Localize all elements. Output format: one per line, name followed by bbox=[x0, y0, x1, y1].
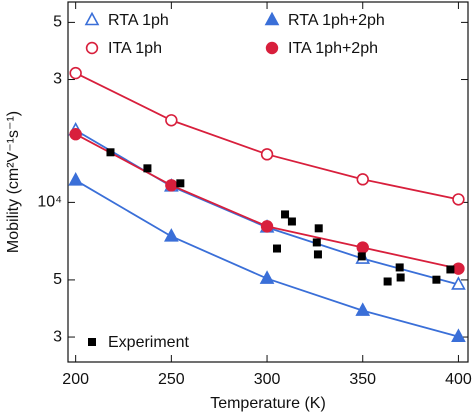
marker bbox=[272, 244, 281, 253]
marker bbox=[452, 262, 465, 275]
marker bbox=[312, 238, 321, 247]
marker bbox=[356, 241, 369, 254]
marker bbox=[432, 275, 441, 284]
marker bbox=[281, 210, 290, 219]
x-tick-label: 300 bbox=[254, 371, 281, 388]
marker bbox=[106, 148, 115, 157]
marker bbox=[451, 328, 466, 342]
series-line bbox=[75, 179, 459, 338]
marker bbox=[383, 277, 392, 286]
y-tick-label: 10⁴ bbox=[37, 194, 62, 211]
marker bbox=[260, 220, 274, 233]
marker bbox=[176, 179, 185, 188]
marker bbox=[451, 276, 466, 290]
legend-marker bbox=[88, 338, 96, 346]
marker bbox=[68, 172, 83, 186]
x-tick-label: 250 bbox=[158, 371, 185, 388]
marker bbox=[287, 217, 296, 226]
marker bbox=[259, 270, 275, 284]
y-tick-label: 5 bbox=[53, 14, 62, 31]
marker bbox=[260, 148, 274, 161]
legend-marker bbox=[264, 11, 280, 26]
legend-label: ITA 1ph+2ph bbox=[288, 40, 378, 57]
plot-frame bbox=[67, 1, 469, 363]
marker bbox=[395, 263, 404, 272]
legend-label: RTA 1ph+2ph bbox=[288, 12, 385, 29]
x-tick-label: 200 bbox=[62, 371, 89, 388]
legend-label: Experiment bbox=[108, 334, 189, 351]
legend-marker bbox=[85, 41, 99, 55]
marker bbox=[69, 127, 82, 141]
marker bbox=[446, 265, 455, 274]
marker bbox=[357, 252, 366, 261]
marker bbox=[396, 273, 405, 282]
series-line bbox=[75, 72, 459, 201]
marker bbox=[143, 164, 152, 173]
y-tick-label: 3 bbox=[53, 328, 62, 345]
marker bbox=[165, 179, 178, 192]
marker bbox=[313, 250, 322, 259]
y-tick-label: 5 bbox=[53, 271, 62, 288]
x-tick-label: 400 bbox=[445, 371, 472, 388]
y-tick-label: 3 bbox=[53, 71, 62, 88]
marker bbox=[314, 224, 323, 233]
x-axis-label: Temperature (K) bbox=[210, 395, 326, 412]
marker bbox=[452, 193, 465, 206]
legend-marker bbox=[84, 11, 100, 26]
legend-label: ITA 1ph bbox=[108, 40, 162, 57]
marker bbox=[355, 302, 371, 316]
marker bbox=[164, 228, 179, 242]
legend-label: RTA 1ph bbox=[108, 12, 169, 29]
marker bbox=[69, 66, 82, 80]
marker bbox=[165, 114, 178, 127]
y-axis-label: Mobility (cm²V⁻¹s⁻¹) bbox=[5, 111, 22, 253]
legend-marker bbox=[265, 41, 279, 55]
marker bbox=[356, 173, 369, 186]
x-tick-label: 350 bbox=[349, 371, 376, 388]
